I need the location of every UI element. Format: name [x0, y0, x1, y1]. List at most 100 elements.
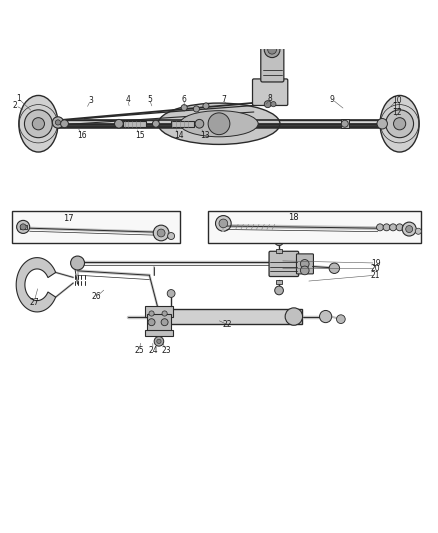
Circle shape: [386, 110, 413, 138]
Text: 17: 17: [64, 214, 74, 223]
Circle shape: [341, 120, 348, 127]
Circle shape: [415, 228, 421, 235]
Ellipse shape: [380, 95, 419, 152]
Text: 24: 24: [148, 345, 158, 354]
Circle shape: [300, 266, 309, 275]
Circle shape: [406, 225, 413, 232]
Text: 7: 7: [221, 95, 226, 104]
Circle shape: [161, 319, 168, 326]
Circle shape: [268, 45, 276, 54]
Circle shape: [336, 315, 345, 324]
Bar: [12, 211, 180, 243]
Bar: [20, 225, 27, 229]
Text: 26: 26: [92, 293, 101, 302]
Circle shape: [32, 118, 45, 130]
Bar: [58, 120, 380, 127]
Text: 19: 19: [371, 259, 381, 268]
Circle shape: [154, 336, 164, 346]
Circle shape: [271, 102, 276, 107]
Bar: [341, 119, 349, 128]
Text: 4: 4: [125, 95, 130, 104]
Text: 25: 25: [134, 345, 144, 354]
Circle shape: [402, 222, 416, 236]
Ellipse shape: [180, 111, 258, 137]
Circle shape: [208, 113, 230, 135]
Circle shape: [162, 311, 167, 316]
Text: 12: 12: [393, 108, 402, 117]
Text: 20: 20: [371, 264, 381, 273]
Circle shape: [219, 219, 228, 228]
Circle shape: [167, 289, 175, 297]
Circle shape: [148, 308, 166, 325]
Circle shape: [17, 220, 30, 233]
Circle shape: [203, 103, 209, 109]
Polygon shape: [16, 257, 56, 312]
Circle shape: [329, 263, 339, 273]
Text: 9: 9: [330, 95, 335, 104]
Circle shape: [377, 118, 388, 129]
Circle shape: [71, 256, 85, 270]
Circle shape: [393, 118, 406, 130]
Circle shape: [157, 339, 161, 344]
Circle shape: [152, 120, 159, 127]
Bar: [208, 211, 421, 243]
Text: 11: 11: [393, 102, 402, 111]
Text: 16: 16: [77, 132, 87, 140]
Circle shape: [264, 101, 271, 108]
Circle shape: [52, 117, 64, 128]
FancyBboxPatch shape: [253, 79, 288, 106]
Text: 18: 18: [288, 213, 298, 222]
Circle shape: [275, 237, 283, 246]
Circle shape: [377, 224, 384, 231]
Circle shape: [193, 106, 199, 112]
FancyBboxPatch shape: [297, 254, 314, 274]
Circle shape: [320, 310, 332, 322]
Text: 10: 10: [392, 96, 402, 105]
Text: 27: 27: [29, 298, 39, 306]
Text: 8: 8: [268, 94, 273, 103]
Bar: [123, 121, 146, 127]
Circle shape: [383, 224, 390, 231]
Circle shape: [390, 224, 396, 231]
Text: 22: 22: [223, 320, 233, 329]
Circle shape: [157, 229, 165, 237]
Bar: [276, 280, 282, 284]
Text: 23: 23: [161, 345, 171, 354]
Circle shape: [60, 120, 68, 128]
Circle shape: [285, 308, 303, 325]
Text: 14: 14: [174, 132, 184, 140]
Bar: [276, 249, 282, 253]
Circle shape: [20, 224, 26, 230]
Circle shape: [115, 119, 123, 128]
Text: 13: 13: [200, 132, 210, 140]
Bar: [145, 329, 173, 336]
Bar: [147, 314, 171, 332]
Circle shape: [275, 286, 283, 295]
FancyBboxPatch shape: [261, 47, 284, 82]
Circle shape: [215, 215, 231, 231]
Text: 15: 15: [135, 132, 145, 140]
Circle shape: [153, 225, 169, 241]
Circle shape: [149, 311, 154, 316]
Bar: [171, 121, 194, 127]
Bar: [149, 309, 302, 325]
Circle shape: [25, 110, 52, 138]
Text: 5: 5: [147, 95, 152, 104]
Circle shape: [168, 232, 175, 239]
Bar: [145, 305, 173, 317]
Circle shape: [264, 42, 280, 58]
Ellipse shape: [19, 95, 58, 152]
Circle shape: [195, 119, 204, 128]
Circle shape: [148, 319, 155, 326]
Ellipse shape: [158, 103, 280, 144]
Circle shape: [181, 104, 187, 111]
Circle shape: [300, 260, 309, 268]
Text: 6: 6: [182, 95, 187, 104]
Text: 1: 1: [16, 94, 21, 103]
Circle shape: [55, 120, 60, 125]
Text: 3: 3: [88, 96, 93, 105]
Text: 21: 21: [371, 271, 381, 280]
Text: 2: 2: [13, 101, 18, 110]
FancyBboxPatch shape: [269, 251, 299, 277]
Circle shape: [396, 224, 403, 231]
